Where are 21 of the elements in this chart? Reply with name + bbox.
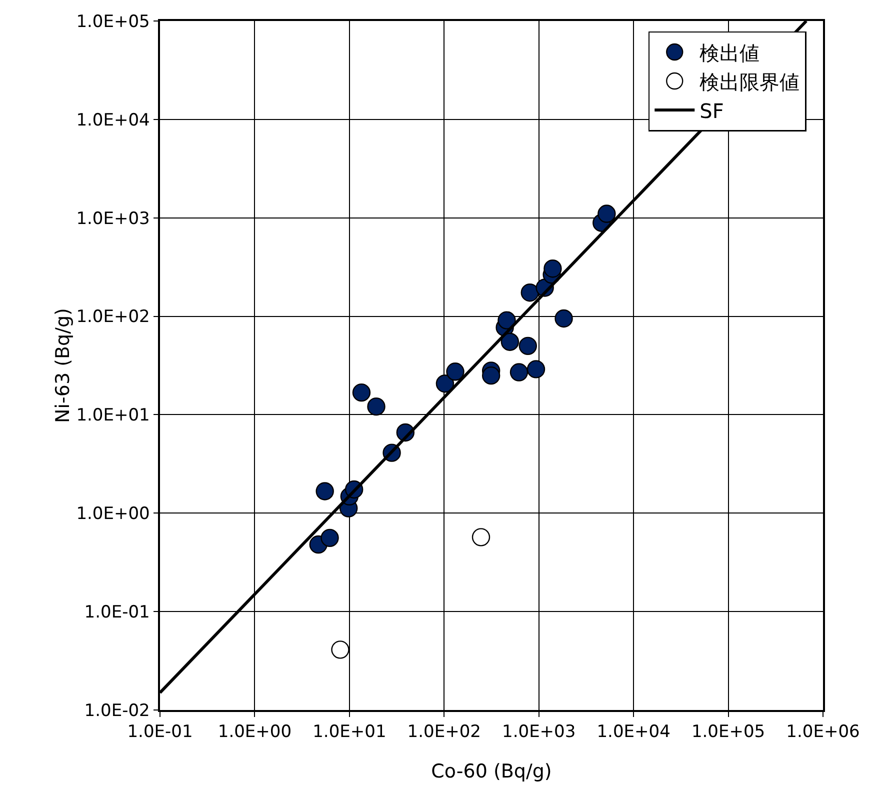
y-tick-label: 1.0E-01 <box>84 602 150 623</box>
y-tick-label: 1.0E+05 <box>76 12 150 32</box>
y-tick-label: 1.0E-02 <box>84 700 150 721</box>
y-tick-label: 1.0E+01 <box>76 406 150 426</box>
legend-label: 検出限界値 <box>700 70 800 94</box>
y-tick-label: 1.0E+00 <box>76 504 150 524</box>
y-tick-label: 1.0E+03 <box>76 208 150 229</box>
x-tick-label: 1.0E+01 <box>312 722 386 742</box>
x-tick-label: 1.0E-01 <box>127 722 193 742</box>
x-tick-label: 1.0E+02 <box>407 722 481 742</box>
legend-label: 検出値 <box>700 40 760 65</box>
x-tick-label: 1.0E+03 <box>502 722 576 742</box>
legend-label: SF <box>700 98 724 123</box>
x-tick-label: 1.0E+04 <box>596 722 670 742</box>
x-tick-label: 1.0E+05 <box>691 722 766 742</box>
y-axis-title: Ni-63 (Bq/g) <box>52 308 74 423</box>
y-tick-label: 1.0E+04 <box>76 110 150 130</box>
x-tick-label: 1.0E+00 <box>218 722 292 742</box>
x-tick-label: 1.0E+06 <box>786 722 860 742</box>
x-axis-title: Co-60 (Bq/g) <box>431 760 552 782</box>
y-tick-label: 1.0E+02 <box>76 307 150 328</box>
